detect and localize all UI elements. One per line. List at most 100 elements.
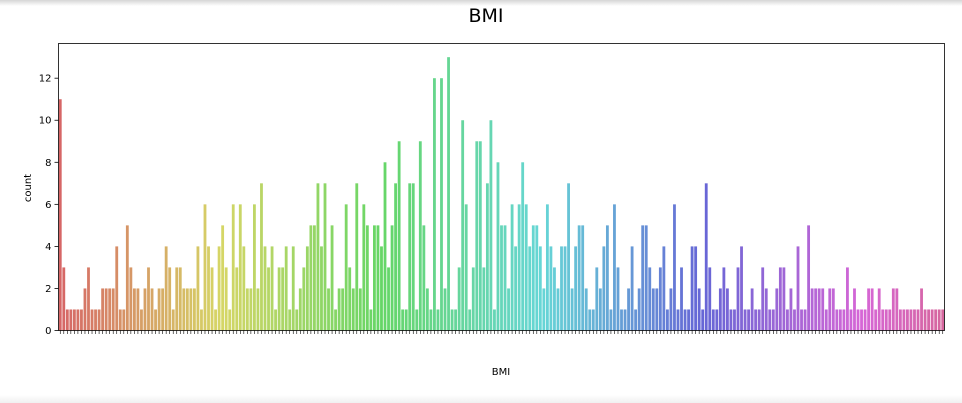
bar xyxy=(937,309,941,331)
bar xyxy=(210,267,214,331)
bar xyxy=(800,309,803,331)
bar xyxy=(623,309,627,331)
bar xyxy=(235,267,239,331)
bar xyxy=(874,309,878,331)
bar xyxy=(380,246,383,331)
bar xyxy=(761,267,765,331)
bar xyxy=(192,288,196,331)
bar xyxy=(891,288,895,331)
bar xyxy=(415,309,419,331)
bar xyxy=(531,225,535,331)
bar xyxy=(249,288,253,331)
bar xyxy=(369,309,373,331)
bar xyxy=(274,309,277,331)
bar xyxy=(500,225,503,331)
bar xyxy=(454,309,458,331)
bar xyxy=(694,246,698,331)
bar xyxy=(916,309,920,331)
bar xyxy=(330,225,334,331)
y-tick-label: 0 xyxy=(45,326,51,337)
bar xyxy=(644,225,648,331)
bar xyxy=(718,288,722,331)
bar xyxy=(920,288,923,331)
bar xyxy=(683,309,687,331)
bar xyxy=(478,141,482,331)
chart-title: BMI xyxy=(468,5,503,27)
bar xyxy=(616,267,620,331)
bar xyxy=(754,309,758,331)
bar xyxy=(807,225,811,331)
bar xyxy=(634,309,638,331)
bar xyxy=(740,246,743,331)
bar xyxy=(316,183,320,331)
bar xyxy=(327,288,330,331)
bar xyxy=(810,288,814,331)
bars xyxy=(58,57,945,331)
bar xyxy=(404,309,408,331)
bar xyxy=(362,204,366,331)
bar xyxy=(870,288,874,331)
bar xyxy=(842,309,846,331)
bar xyxy=(383,162,387,331)
bar xyxy=(786,309,789,331)
bar xyxy=(164,246,168,331)
bar xyxy=(298,288,302,331)
bar xyxy=(665,309,669,331)
bar xyxy=(168,267,172,331)
bar xyxy=(178,267,182,331)
bar xyxy=(574,246,578,331)
bar xyxy=(538,246,542,331)
bar xyxy=(941,309,945,331)
bar xyxy=(793,309,796,331)
bar xyxy=(457,267,461,331)
bar xyxy=(736,267,740,331)
y-tick-label: 2 xyxy=(45,284,51,295)
bar xyxy=(401,309,405,331)
bar xyxy=(443,288,447,331)
bar xyxy=(676,309,680,331)
bar xyxy=(641,225,645,331)
bar xyxy=(348,267,352,331)
bar xyxy=(482,267,486,331)
bar xyxy=(214,309,217,331)
y-tick-label: 12 xyxy=(39,74,52,85)
bar xyxy=(115,246,119,331)
bar xyxy=(154,309,157,331)
bar xyxy=(733,309,736,331)
bar xyxy=(747,309,750,331)
bar xyxy=(503,225,507,331)
bar xyxy=(440,78,443,331)
bar xyxy=(373,225,376,331)
bar xyxy=(771,309,775,331)
x-axis-ticks xyxy=(59,330,944,334)
bar xyxy=(295,309,299,331)
bar xyxy=(726,288,729,331)
bar xyxy=(701,309,705,331)
bar xyxy=(101,288,105,331)
y-tick-label: 6 xyxy=(45,200,51,211)
bar xyxy=(595,267,599,331)
bar xyxy=(545,204,549,331)
bar xyxy=(80,309,83,331)
bar xyxy=(185,288,189,331)
bar xyxy=(563,246,567,331)
bar xyxy=(263,246,267,331)
bar xyxy=(605,225,609,331)
bar xyxy=(196,246,200,331)
bar xyxy=(680,267,683,331)
bar xyxy=(768,309,772,331)
bar xyxy=(238,204,242,331)
bar xyxy=(567,183,570,331)
bar xyxy=(831,288,835,331)
bar xyxy=(697,288,701,331)
bar xyxy=(750,288,754,331)
bar xyxy=(542,288,546,331)
bar xyxy=(881,309,885,331)
bar xyxy=(923,309,927,331)
y-axis-ticks: 0 2 4 6 8 10 12 xyxy=(39,74,59,337)
bar xyxy=(83,288,87,331)
bar xyxy=(584,288,588,331)
bar xyxy=(429,309,433,331)
bar xyxy=(853,288,856,331)
bar xyxy=(535,225,539,331)
